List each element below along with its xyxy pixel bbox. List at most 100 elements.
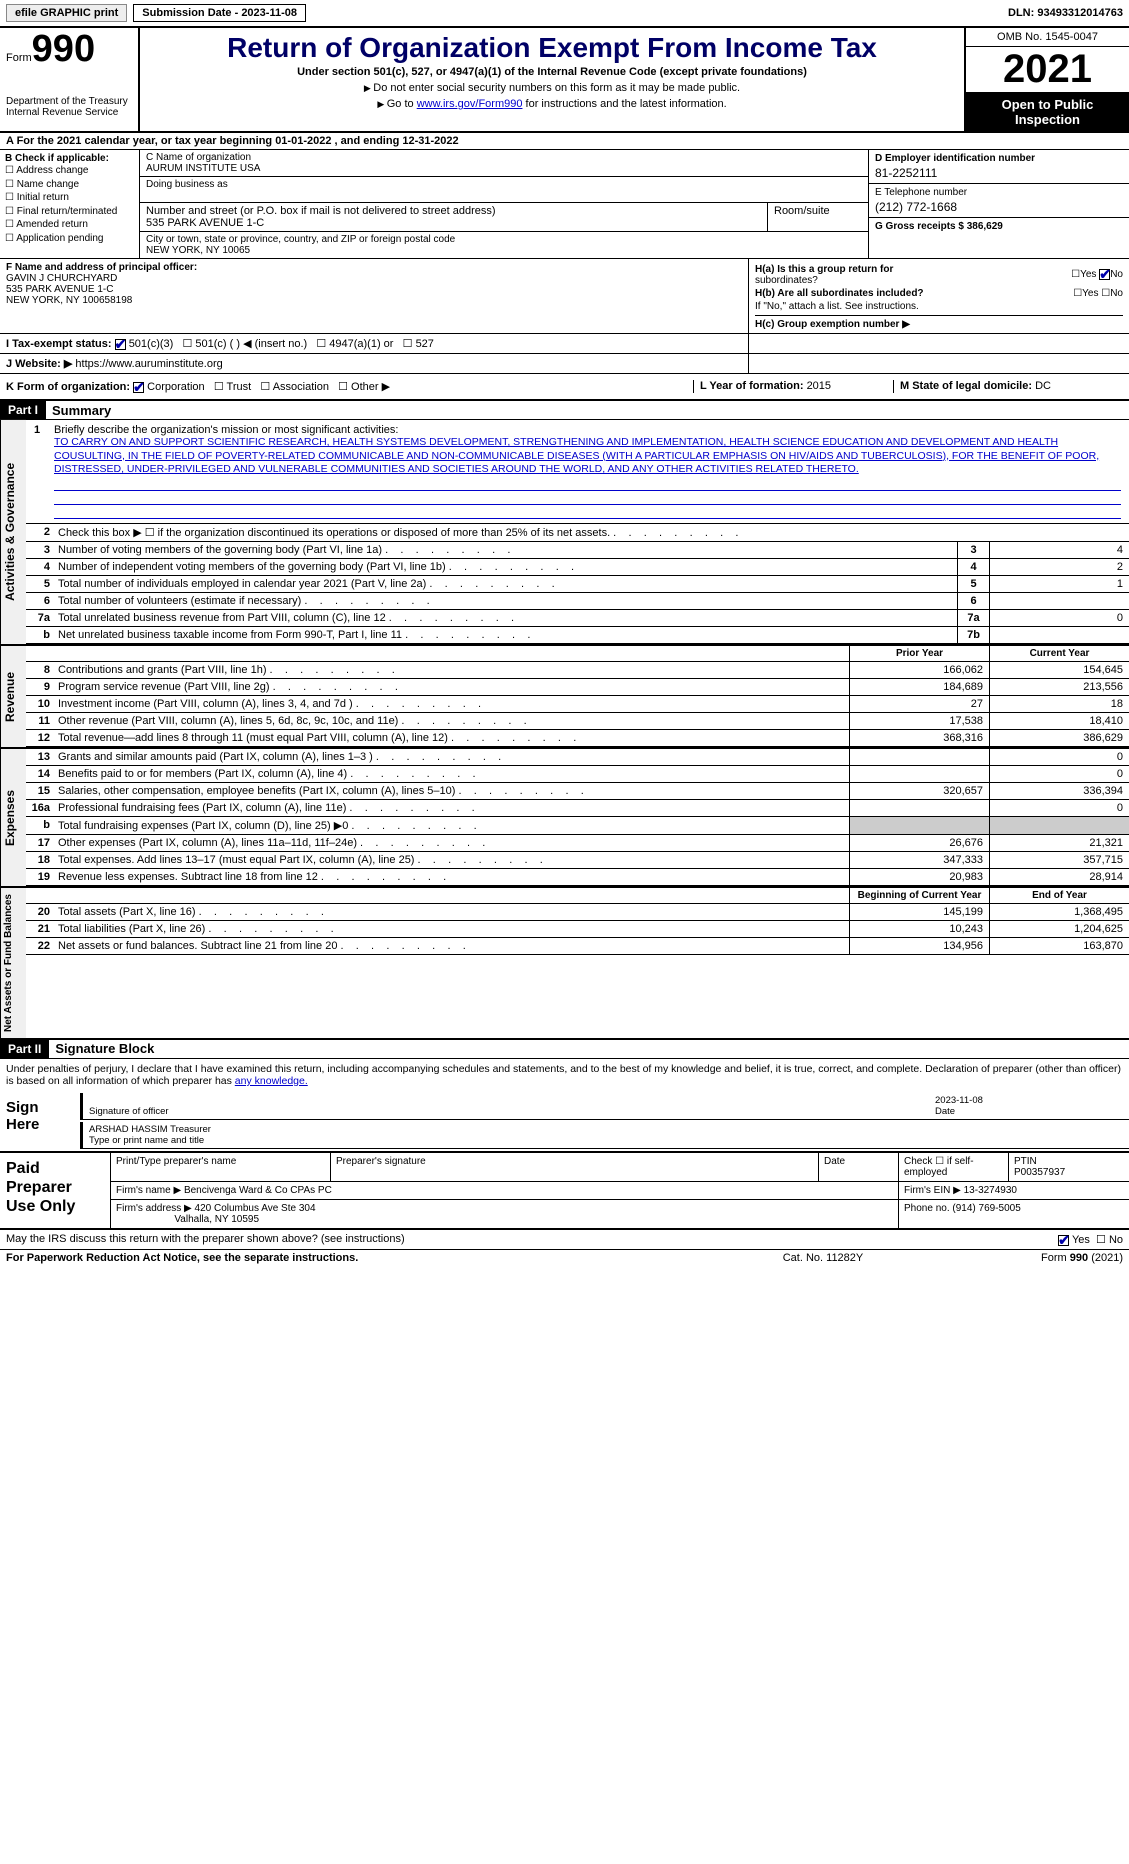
hc-label: H(c) Group exemption number ▶	[755, 319, 910, 330]
chk-application-pending[interactable]: ☐ Application pending	[5, 232, 134, 246]
irs-link[interactable]: www.irs.gov/Form990	[417, 98, 523, 110]
box-d: D Employer identification number 81-2252…	[869, 150, 1129, 258]
footer: For Paperwork Reduction Act Notice, see …	[0, 1250, 1129, 1266]
row-9: 9Program service revenue (Part VIII, lin…	[26, 679, 1129, 696]
row-13: 13Grants and similar amounts paid (Part …	[26, 749, 1129, 766]
section-fh: F Name and address of principal officer:…	[0, 259, 1129, 334]
part-1-header: Part I Summary	[0, 401, 1129, 420]
row-20: 20Total assets (Part X, line 16)145,1991…	[26, 904, 1129, 921]
gov-row-7a: 7aTotal unrelated business revenue from …	[26, 610, 1129, 627]
suite-label: Room/suite	[768, 203, 868, 231]
box-c: C Name of organization AURUM INSTITUTE U…	[140, 150, 869, 258]
dept-treasury: Department of the Treasury	[6, 96, 132, 107]
gov-row-b: bNet unrelated business taxable income f…	[26, 627, 1129, 644]
efile-print-button[interactable]: efile GRAPHIC print	[6, 4, 127, 22]
cat-number: Cat. No. 11282Y	[723, 1252, 923, 1264]
sign-here-label: Sign Here	[0, 1091, 80, 1151]
section-bcd: B Check if applicable: ☐ Address change …	[0, 150, 1129, 259]
chk-initial-return[interactable]: ☐ Initial return	[5, 191, 134, 205]
street-value: 535 PARK AVENUE 1-C	[146, 217, 761, 229]
chk-corporation[interactable]	[133, 382, 144, 393]
discuss-yesno[interactable]: Yes ☐ No	[1058, 1233, 1123, 1246]
city-label: City or town, state or province, country…	[146, 234, 862, 245]
revenue-col-header: Prior Year Current Year	[26, 646, 1129, 662]
officer-addr1: 535 PARK AVENUE 1-C	[6, 284, 113, 295]
row-i-tax-status: I Tax-exempt status: 501(c)(3) ☐ 501(c) …	[0, 334, 1129, 354]
officer-addr2: NEW YORK, NY 100658198	[6, 295, 132, 306]
netassets-col-header: Beginning of Current Year End of Year	[26, 888, 1129, 904]
revenue-section: Revenue Prior Year Current Year 8Contrib…	[0, 646, 1129, 749]
line-a-tax-year: A For the 2021 calendar year, or tax yea…	[0, 133, 1129, 150]
sign-date: 2023-11-08Date	[929, 1093, 1129, 1120]
street-label: Number and street (or P.O. box if mail i…	[146, 205, 761, 217]
officer-print-name: ARSHAD HASSIM TreasurerType or print nam…	[83, 1122, 1129, 1149]
chk-final-return[interactable]: ☐ Final return/terminated	[5, 205, 134, 219]
form-number: Form990	[6, 32, 132, 66]
expenses-section: Expenses 13Grants and similar amounts pa…	[0, 749, 1129, 888]
box-f: F Name and address of principal officer:…	[0, 259, 749, 333]
mission-text: TO CARRY ON AND SUPPORT SCIENTIFIC RESEA…	[54, 436, 1099, 475]
omb-number: OMB No. 1545-0047	[966, 28, 1129, 47]
row-12: 12Total revenue—add lines 8 through 11 (…	[26, 730, 1129, 747]
row-18: 18Total expenses. Add lines 13–17 (must …	[26, 852, 1129, 869]
box-h: H(a) Is this a group return forsubordina…	[749, 259, 1129, 333]
firm-ein: Firm's EIN ▶ 13-3274930	[899, 1182, 1129, 1199]
form-subtitle: Under section 501(c), 527, or 4947(a)(1)…	[148, 66, 956, 78]
irs-label: Internal Revenue Service	[6, 107, 132, 118]
gov-row-3: 3Number of voting members of the governi…	[26, 542, 1129, 559]
discuss-row: May the IRS discuss this return with the…	[0, 1230, 1129, 1250]
officer-signature-line[interactable]: Signature of officer	[83, 1093, 929, 1120]
preparer-label: Paid Preparer Use Only	[0, 1153, 110, 1228]
chk-501c3[interactable]	[115, 339, 126, 350]
mission-row: 1 Briefly describe the organization's mi…	[26, 420, 1129, 524]
row-11: 11Other revenue (Part VIII, column (A), …	[26, 713, 1129, 730]
gov-row-2: 2Check this box ▶ ☐ if the organization …	[26, 524, 1129, 542]
expenses-tab: Expenses	[0, 749, 26, 886]
chk-address-change[interactable]: ☐ Address change	[5, 164, 134, 178]
row-14: 14Benefits paid to or for members (Part …	[26, 766, 1129, 783]
dln-number: DLN: 93493312014763	[1008, 7, 1123, 19]
preparer-ptin: PTINP00357937	[1009, 1153, 1129, 1181]
paperwork-notice: For Paperwork Reduction Act Notice, see …	[6, 1252, 723, 1264]
row-10: 10Investment income (Part VIII, column (…	[26, 696, 1129, 713]
netassets-section: Net Assets or Fund Balances Beginning of…	[0, 888, 1129, 1040]
phone-value: (212) 772-1668	[875, 198, 1123, 214]
ein-label: D Employer identification number	[875, 153, 1035, 164]
row-21: 21Total liabilities (Part X, line 26)10,…	[26, 921, 1129, 938]
revenue-tab: Revenue	[0, 646, 26, 747]
dba-label: Doing business as	[146, 179, 862, 190]
firm-name: Firm's name ▶ Bencivenga Ward & Co CPAs …	[111, 1182, 899, 1199]
row-16a: 16aProfessional fundraising fees (Part I…	[26, 800, 1129, 817]
gov-row-6: 6Total number of volunteers (estimate if…	[26, 593, 1129, 610]
preparer-section: Paid Preparer Use Only Print/Type prepar…	[0, 1153, 1129, 1230]
chk-name-change[interactable]: ☐ Name change	[5, 178, 134, 192]
row-j-website: J Website: ▶ https://www.auruminstitute.…	[0, 354, 1129, 374]
instruction-1: Do not enter social security numbers on …	[148, 82, 956, 94]
form-header: Form990 Department of the Treasury Inter…	[0, 28, 1129, 133]
inspection-badge: Open to Public Inspection	[966, 93, 1129, 131]
part-2-header: Part II Signature Block	[0, 1040, 1129, 1059]
row-22: 22Net assets or fund balances. Subtract …	[26, 938, 1129, 955]
gross-receipts: G Gross receipts $ 386,629	[875, 221, 1003, 232]
website-url: https://www.auruminstitute.org	[75, 358, 222, 370]
row-b: bTotal fundraising expenses (Part IX, co…	[26, 817, 1129, 835]
org-name-label: C Name of organization	[146, 152, 862, 163]
box-b: B Check if applicable: ☐ Address change …	[0, 150, 140, 258]
firm-address: Firm's address ▶ 420 Columbus Ave Ste 30…	[111, 1200, 899, 1228]
gov-row-4: 4Number of independent voting members of…	[26, 559, 1129, 576]
signature-block: Under penalties of perjury, I declare th…	[0, 1059, 1129, 1153]
officer-name: GAVIN J CHURCHYARD	[6, 273, 117, 284]
any-knowledge-link[interactable]: any knowledge.	[235, 1075, 308, 1087]
form-ref: Form 990 (2021)	[923, 1252, 1123, 1264]
submission-date: Submission Date - 2023-11-08	[133, 4, 306, 22]
ha-yesno[interactable]: ☐Yes No	[1071, 269, 1123, 280]
preparer-selfemp[interactable]: Check ☐ if self-employed	[899, 1153, 1009, 1181]
row-15: 15Salaries, other compensation, employee…	[26, 783, 1129, 800]
row-17: 17Other expenses (Part IX, column (A), l…	[26, 835, 1129, 852]
hb-yesno[interactable]: ☐Yes ☐No	[1073, 288, 1123, 299]
chk-amended-return[interactable]: ☐ Amended return	[5, 218, 134, 232]
row-k-form-org: K Form of organization: Corporation ☐ Tr…	[0, 374, 1129, 401]
preparer-name-hdr: Print/Type preparer's name	[111, 1153, 331, 1181]
preparer-sig-hdr: Preparer's signature	[331, 1153, 819, 1181]
governance-tab: Activities & Governance	[0, 420, 26, 644]
